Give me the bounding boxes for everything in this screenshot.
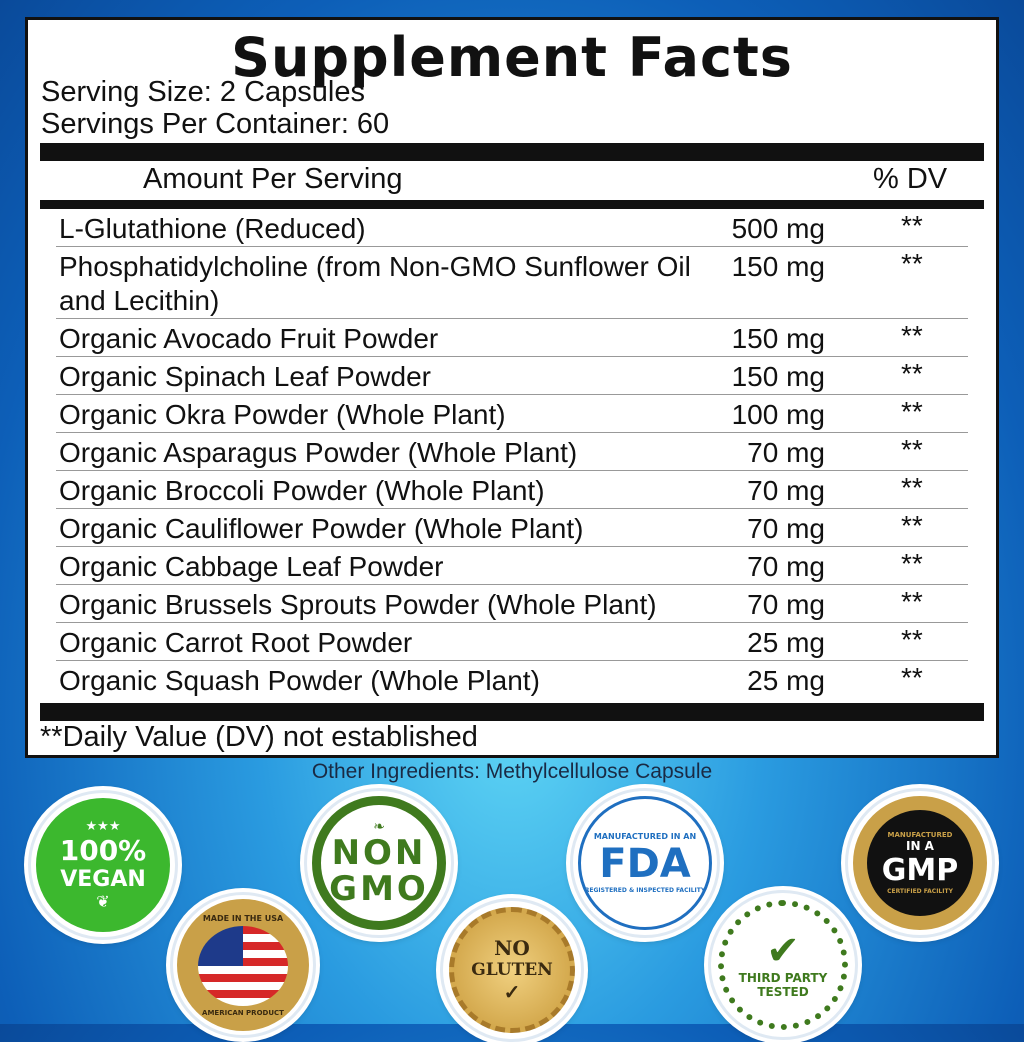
ingredient-amount: 70 mg bbox=[747, 589, 825, 620]
non-gmo-badge: ❧ NON GMO bbox=[304, 788, 454, 938]
ingredient-name: Organic Avocado Fruit Powder bbox=[59, 323, 439, 354]
ingredient-name: Organic Spinach Leaf Powder bbox=[59, 361, 431, 392]
ingredient-name: Organic Brussels Sprouts Powder (Whole P… bbox=[59, 589, 657, 620]
panel-title: Supplement Facts bbox=[231, 26, 793, 89]
ingredient-amount: 150 mg bbox=[731, 361, 825, 392]
ingredient-row: Organic Asparagus Powder (Whole Plant) 70… bbox=[56, 433, 968, 471]
divider-medium bbox=[40, 200, 984, 209]
usa-top: MADE IN THE USA bbox=[202, 913, 284, 923]
gluten-bottom: GLUTEN bbox=[471, 960, 553, 980]
ingredient-amount: 70 mg bbox=[747, 551, 825, 582]
ingredient-name: Organic Broccoli Powder (Whole Plant) bbox=[59, 475, 545, 506]
serving-size: Serving Size: 2 Capsules bbox=[41, 76, 365, 108]
ingredient-amount: 150 mg bbox=[731, 323, 825, 354]
checkmark-icon: ✔ bbox=[766, 928, 800, 974]
ingredient-dv: ** bbox=[901, 662, 923, 693]
ingredient-name: Organic Cauliflower Powder (Whole Plant) bbox=[59, 513, 584, 544]
third-top: THIRD PARTY bbox=[738, 971, 828, 985]
ingredient-row: Organic Broccoli Powder (Whole Plant) 70 … bbox=[56, 471, 968, 509]
ingredient-row: Organic Carrot Root Powder 25 mg ** bbox=[56, 623, 968, 661]
vegan-bottom: VEGAN bbox=[60, 867, 146, 892]
ingredient-dv: ** bbox=[901, 624, 923, 655]
ingredient-name: Organic Carrot Root Powder bbox=[59, 627, 413, 658]
ingredient-dv: ** bbox=[901, 248, 923, 279]
gmp-badge: MANUFACTURED IN A GMP CERTIFIED FACILITY bbox=[845, 788, 995, 938]
ingredient-amount: 70 mg bbox=[747, 475, 825, 506]
ingredient-name: L-Glutathione (Reduced) bbox=[59, 213, 366, 244]
servings-per-container: Servings Per Container: 60 bbox=[41, 108, 390, 140]
leaf-icon: ❧ bbox=[373, 819, 385, 835]
ingredient-dv: ** bbox=[901, 210, 923, 241]
gmp-main: GMP bbox=[881, 853, 959, 888]
ingredient-row: Organic Spinach Leaf Powder 150 mg ** bbox=[56, 357, 968, 395]
ingredient-amount: 500 mg bbox=[731, 213, 825, 244]
ingredient-amount: 100 mg bbox=[731, 399, 825, 430]
ingredient-row: Organic Squash Powder (Whole Plant) 25 mg… bbox=[56, 661, 968, 698]
ingredient-row: Organic Cauliflower Powder (Whole Plant)… bbox=[56, 509, 968, 547]
vegan-top: 100% bbox=[59, 834, 147, 867]
gmp-bottom: CERTIFIED FACILITY bbox=[887, 888, 953, 895]
nongmo-top: NON bbox=[331, 833, 427, 873]
ingredient-amount: 150 mg bbox=[731, 251, 825, 282]
ingredient-dv: ** bbox=[901, 548, 923, 579]
checkmark-icon: ✓ bbox=[503, 980, 521, 1004]
divider-thick-bottom bbox=[40, 703, 984, 721]
ingredient-amount: 25 mg bbox=[747, 665, 825, 696]
ingredient-name: Organic Asparagus Powder (Whole Plant) bbox=[59, 437, 578, 468]
ingredient-row: Organic Cabbage Leaf Powder 70 mg ** bbox=[56, 547, 968, 585]
amount-header: Amount Per Serving bbox=[143, 163, 403, 195]
ingredient-amount: 70 mg bbox=[747, 513, 825, 544]
ingredient-dv: ** bbox=[901, 320, 923, 351]
dv-header: % DV bbox=[873, 163, 948, 195]
fda-top: MANUFACTURED IN AN bbox=[593, 832, 697, 841]
fda-badge: MANUFACTURED IN AN FDA REGISTERED & INSP… bbox=[570, 788, 720, 938]
ingredient-dv: ** bbox=[901, 434, 923, 465]
footnote: **Daily Value (DV) not established bbox=[40, 721, 478, 753]
no-gluten-badge: NO GLUTEN ✓ bbox=[440, 898, 584, 1042]
third-party-tested-badge: ✔ THIRD PARTY TESTED bbox=[708, 890, 858, 1040]
leaf-icon: ❦ bbox=[96, 892, 110, 911]
third-bottom: TESTED bbox=[757, 985, 809, 999]
gmp-mid: IN A bbox=[906, 839, 934, 853]
us-flag-icon bbox=[198, 925, 288, 1006]
ingredient-row: Phosphatidylcholine (from Non-GMO Sunflo… bbox=[56, 247, 968, 319]
ingredient-amount: 70 mg bbox=[747, 437, 825, 468]
ingredient-dv: ** bbox=[901, 472, 923, 503]
fda-bottom: REGISTERED & INSPECTED FACILITY bbox=[584, 887, 706, 894]
ingredient-row: Organic Okra Powder (Whole Plant) 100 mg *… bbox=[56, 395, 968, 433]
ingredient-name: Organic Cabbage Leaf Powder bbox=[59, 551, 444, 582]
ingredient-row: Organic Brussels Sprouts Powder (Whole P… bbox=[56, 585, 968, 623]
ingredient-amount: 25 mg bbox=[747, 627, 825, 658]
gluten-top: NO bbox=[494, 936, 530, 960]
ingredient-name: Phosphatidylcholine (from Non-GMO Sunflo… bbox=[59, 251, 691, 316]
ingredient-name: Organic Okra Powder (Whole Plant) bbox=[59, 399, 506, 430]
ingredient-dv: ** bbox=[901, 396, 923, 427]
ingredient-dv: ** bbox=[901, 510, 923, 541]
supplement-facts-panel: Supplement Facts Serving Size: 2 Capsule… bbox=[25, 17, 999, 758]
ingredient-dv: ** bbox=[901, 358, 923, 389]
divider-thick bbox=[40, 143, 984, 161]
usa-bottom: AMERICAN PRODUCT bbox=[202, 1008, 284, 1017]
ingredient-name: Organic Squash Powder (Whole Plant) bbox=[59, 665, 540, 696]
other-ingredients: Other Ingredients: Methylcellulose Capsu… bbox=[311, 760, 713, 783]
gmp-top: MANUFACTURED bbox=[887, 831, 953, 839]
fda-main: FDA bbox=[599, 841, 691, 887]
ingredient-row: L-Glutathione (Reduced) 500 mg ** bbox=[56, 209, 968, 247]
made-in-usa-badge: MADE IN THE USA AMERICAN PRODUCT bbox=[170, 892, 316, 1038]
nongmo-bottom: GMO bbox=[329, 869, 429, 909]
ingredient-row: Organic Avocado Fruit Powder 150 mg ** bbox=[56, 319, 968, 357]
vegan-badge: ★★★ 100% VEGAN ❦ bbox=[28, 790, 178, 940]
ingredient-dv: ** bbox=[901, 586, 923, 617]
ingredient-list: L-Glutathione (Reduced) 500 mg ** Phosphati… bbox=[56, 209, 968, 698]
